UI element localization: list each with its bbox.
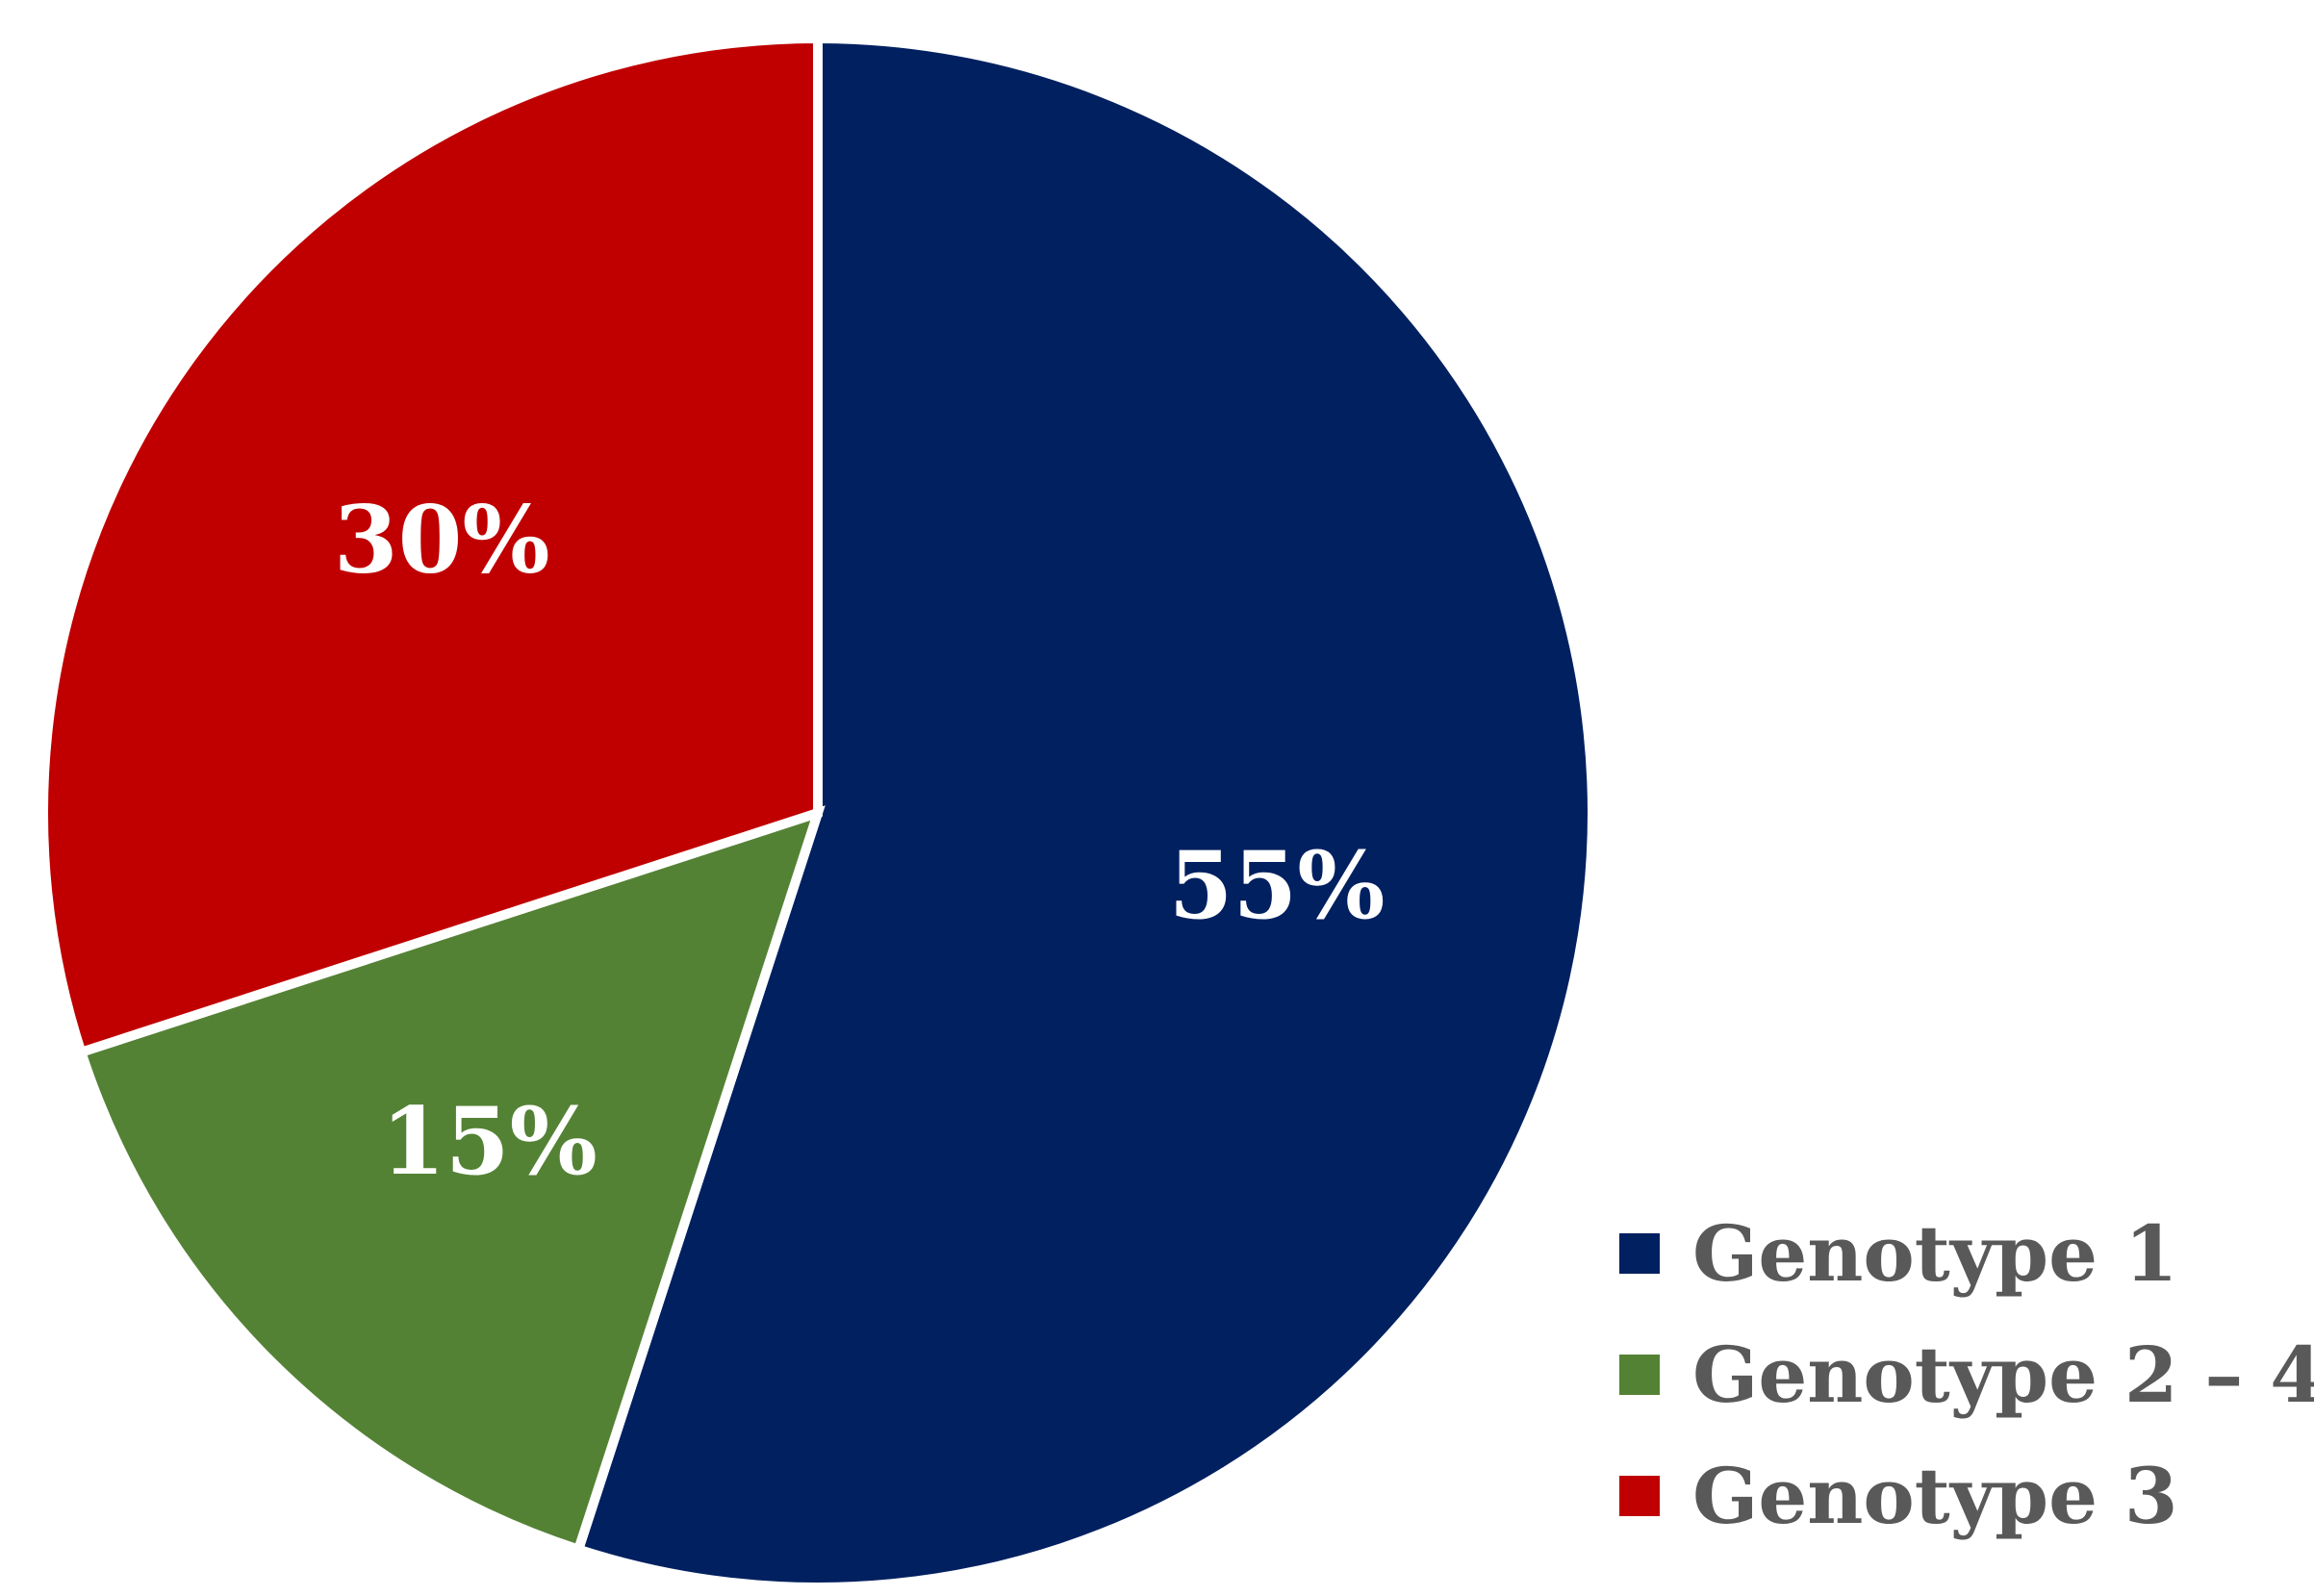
pie-slices	[38, 33, 1597, 1592]
slice-data-label: 55%	[1169, 831, 1386, 940]
legend-swatch	[1619, 1476, 1660, 1516]
legend-item-genotype-2-4: Genotype 2 – 4	[1619, 1314, 2314, 1435]
legend-swatch	[1619, 1355, 1660, 1395]
pie-slice-genotype-1	[572, 33, 1597, 1592]
legend-label: Genotype 3	[1692, 1451, 2178, 1541]
legend-item-genotype-1: Genotype 1	[1619, 1193, 2314, 1314]
legend-label: Genotype 2 – 4	[1692, 1330, 2314, 1420]
slice-data-label: 30%	[334, 486, 550, 595]
slice-data-label: 15%	[381, 1087, 598, 1196]
legend: Genotype 1 Genotype 2 – 4 Genotype 3	[1619, 1193, 2314, 1557]
legend-label: Genotype 1	[1692, 1208, 2178, 1299]
pie-data-labels: 55% 15% 30%	[334, 486, 1386, 1196]
legend-swatch	[1619, 1233, 1660, 1274]
legend-item-genotype-3: Genotype 3	[1619, 1435, 2314, 1557]
pie-slice-genotype-3	[38, 33, 823, 1059]
